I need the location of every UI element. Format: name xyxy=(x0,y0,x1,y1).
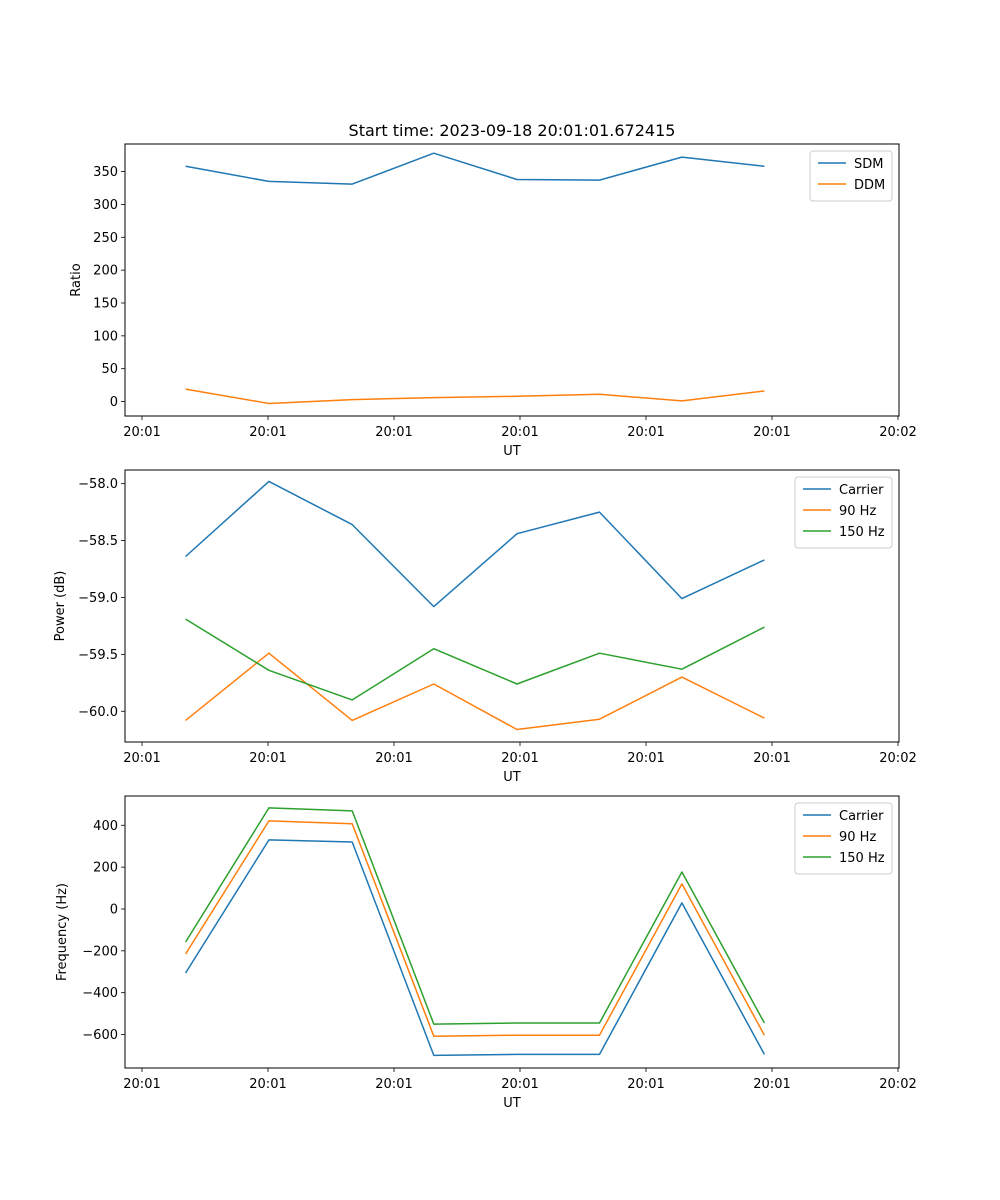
ratio-y-tick-label: 250 xyxy=(93,231,118,246)
power-y-tick-label: −58.0 xyxy=(78,477,118,492)
frequency-y-tick-label: 400 xyxy=(93,819,118,834)
power-x-tick-label: 20:01 xyxy=(753,751,790,766)
power-series-150-hz-line xyxy=(185,618,765,701)
power-x-tick-label: 20:01 xyxy=(249,751,286,766)
ratio-series-sdm-line xyxy=(185,152,765,185)
frequency-series-90-hz-line xyxy=(184,820,766,1037)
power-x-tick-label: 20:01 xyxy=(501,751,538,766)
frequency-y-tick-label: 0 xyxy=(110,902,118,917)
power-x-tick-label: 20:01 xyxy=(375,751,412,766)
frequency-x-tick-label: 20:01 xyxy=(249,1077,286,1092)
ratio-x-axis-label: UT xyxy=(503,444,521,459)
ratio-subplot: 20:01 20:01 20:01 20:01 20:01 20:01 20:02 0 50 10… xyxy=(69,143,917,459)
power-y-axis-label: Power (dB) xyxy=(53,571,68,642)
ratio-plot-area xyxy=(125,144,899,416)
ratio-x-tick-label: 20:01 xyxy=(123,425,160,440)
ratio-legend-label: DDM xyxy=(854,178,885,193)
power-series-carrier-line xyxy=(185,480,765,608)
power-series-90-hz-line xyxy=(185,652,765,731)
power-x-tick-label: 20:01 xyxy=(123,751,160,766)
frequency-x-tick-label: 20:01 xyxy=(375,1077,412,1092)
ratio-x-tick-label: 20:01 xyxy=(753,425,790,440)
frequency-legend: Carrier 90 Hz 150 Hz xyxy=(794,802,893,875)
frequency-axes-frame xyxy=(124,795,900,1069)
power-x-tick-label: 20:02 xyxy=(879,751,916,766)
frequency-series-150-hz-line xyxy=(184,807,766,1025)
ratio-y-tick-label: 350 xyxy=(93,165,118,180)
frequency-x-axis-label: UT xyxy=(503,1096,521,1111)
power-legend: Carrier 90 Hz 150 Hz xyxy=(794,476,893,549)
frequency-x-tick-label: 20:01 xyxy=(627,1077,664,1092)
ratio-y-tick-label: 0 xyxy=(110,395,118,410)
frequency-legend-label: 90 Hz xyxy=(839,830,876,845)
frequency-x-tick-label: 20:02 xyxy=(879,1077,916,1092)
ratio-x-tick-label: 20:01 xyxy=(627,425,664,440)
power-y-tick-label: −59.5 xyxy=(78,648,118,663)
power-legend-label: 90 Hz xyxy=(839,504,876,519)
frequency-x-tick-label: 20:01 xyxy=(123,1077,160,1092)
chart-title: Start time: 2023-09-18 20:01:01.672415 xyxy=(349,121,676,140)
frequency-x-tick-label: 20:01 xyxy=(753,1077,790,1092)
frequency-y-tick-label: −600 xyxy=(82,1028,118,1043)
ratio-x-tick-label: 20:01 xyxy=(249,425,286,440)
frequency-legend-label: 150 Hz xyxy=(839,851,885,866)
ratio-y-tick-label: 150 xyxy=(93,296,118,311)
frequency-y-tick-label: −400 xyxy=(82,986,118,1001)
power-x-axis-label: UT xyxy=(503,770,521,785)
power-legend-label: Carrier xyxy=(839,483,884,498)
ratio-y-axis-label: Ratio xyxy=(69,263,84,296)
frequency-subplot: 20:01 20:01 20:01 20:01 20:01 20:01 20:02 −600 −… xyxy=(55,795,917,1111)
power-legend-label: 150 Hz xyxy=(839,525,885,540)
power-axes-frame xyxy=(124,469,900,743)
frequency-y-tick-label: 200 xyxy=(93,861,118,876)
ratio-x-tick-label: 20:01 xyxy=(375,425,412,440)
frequency-y-tick-label: −200 xyxy=(82,944,118,959)
ratio-y-tick-label: 50 xyxy=(101,362,118,377)
frequency-plot-area xyxy=(125,796,899,1068)
ratio-y-tick-label: 100 xyxy=(93,329,118,344)
ratio-x-tick-label: 20:02 xyxy=(879,425,916,440)
frequency-x-tick-label: 20:01 xyxy=(501,1077,538,1092)
frequency-legend-label: Carrier xyxy=(839,809,884,824)
ratio-series-ddm-line xyxy=(185,388,765,405)
power-y-tick-label: −60.0 xyxy=(78,705,118,720)
power-plot-area xyxy=(125,470,899,742)
power-x-tick-label: 20:01 xyxy=(627,751,664,766)
ratio-x-tick-label: 20:01 xyxy=(501,425,538,440)
frequency-y-axis-label: Frequency (Hz) xyxy=(55,883,70,981)
ratio-legend: SDM DDM xyxy=(809,150,893,202)
frequency-series-carrier-line xyxy=(184,839,766,1057)
ratio-y-tick-label: 200 xyxy=(93,264,118,279)
ratio-axes-frame xyxy=(124,143,900,417)
power-y-tick-label: −59.0 xyxy=(78,591,118,606)
ratio-y-tick-label: 300 xyxy=(93,198,118,213)
ratio-legend-label: SDM xyxy=(854,157,883,172)
power-subplot: 20:01 20:01 20:01 20:01 20:01 20:01 20:02 −60.0… xyxy=(53,469,917,785)
power-y-tick-label: −58.5 xyxy=(78,534,118,549)
